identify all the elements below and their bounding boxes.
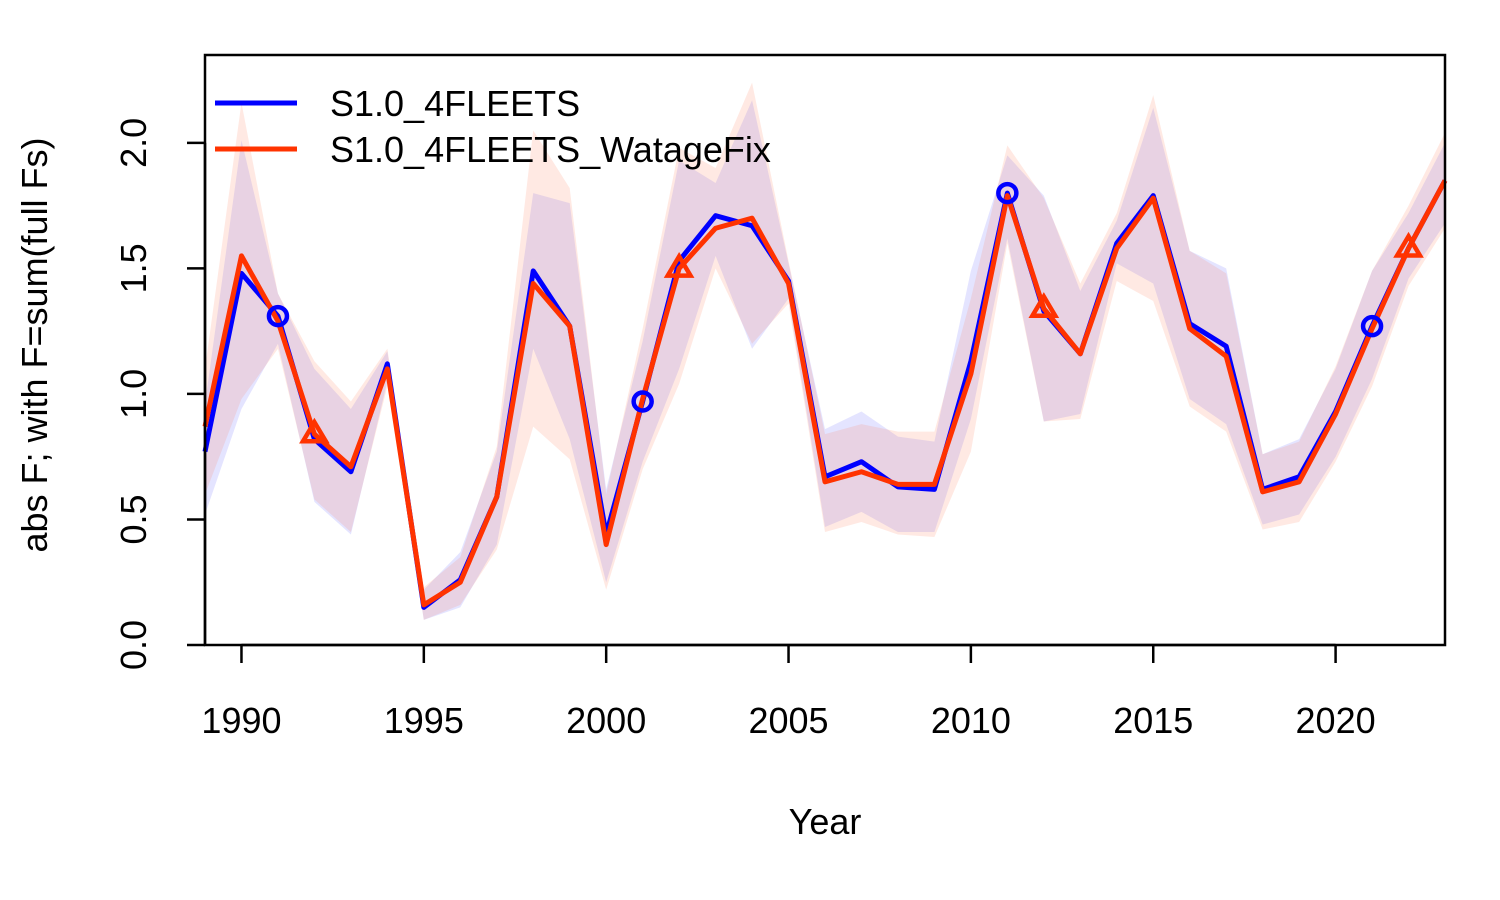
legend-label-series-1: S1.0_4FLEETS (330, 83, 580, 124)
y-tick-label-2: 1.0 (113, 369, 154, 419)
series-1-marker-2021 (1360, 314, 1384, 338)
y-axis: 0.0 0.5 1.0 1.5 2.0 (113, 118, 207, 670)
series-1-marker-2011 (996, 181, 1019, 205)
x-axis-title: Year (789, 801, 862, 842)
x-tick-label-2015: 2015 (1113, 700, 1193, 741)
y-tick-label-0: 0.0 (113, 620, 154, 670)
series-1-marker-1991 (266, 304, 290, 328)
series-2-marker-2002 (663, 251, 695, 278)
confidence-band-series-1 (205, 100, 1445, 620)
x-axis: 1990 1995 2000 2005 2010 2015 2020 (201, 643, 1376, 741)
x-tick-label-2000: 2000 (566, 700, 646, 741)
x-tick-label-2020: 2020 (1296, 700, 1376, 741)
y-tick-label-1: 0.5 (113, 494, 154, 544)
series-2-marker-1992 (299, 417, 330, 444)
x-tick-label-2005: 2005 (748, 700, 828, 741)
series-2-marker-2022 (1393, 231, 1424, 258)
legend: S1.0_4FLEETS S1.0_4FLEETS_WatageFix (215, 83, 771, 170)
x-tick-label-2010: 2010 (931, 700, 1011, 741)
series-1-marker-2001 (631, 390, 654, 413)
x-tick-label-1990: 1990 (201, 700, 281, 741)
series-markers (266, 181, 1424, 444)
y-axis-title: abs F; with F=sum(full Fs) (14, 137, 55, 552)
x-tick-label-1995: 1995 (384, 700, 464, 741)
y-tick-label-3: 1.5 (113, 243, 154, 293)
series-lines (202, 179, 1448, 610)
series-line-2 (202, 179, 1448, 608)
series-2-marker-2012 (1028, 292, 1060, 319)
y-tick-label-4: 2.0 (113, 118, 154, 168)
legend-label-series-2: S1.0_4FLEETS_WatageFix (330, 129, 771, 170)
